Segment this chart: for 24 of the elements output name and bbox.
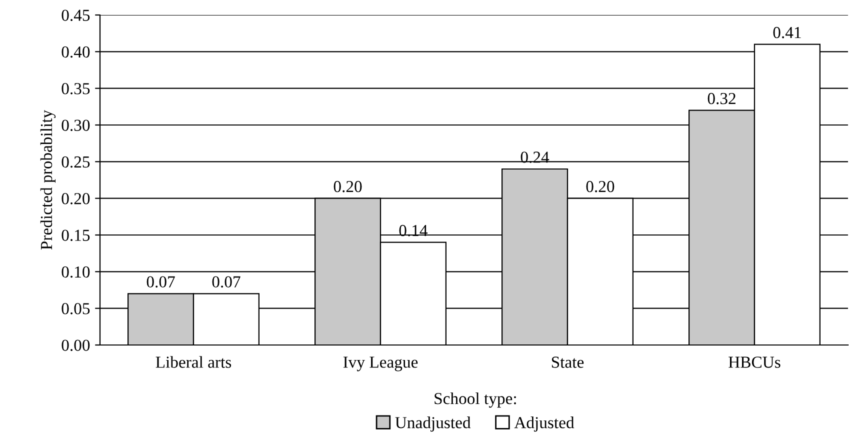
y-tick-label: 0.25: [62, 156, 90, 168]
legend-label: Adjusted: [514, 416, 574, 432]
y-tick-label: 0.15: [62, 230, 90, 242]
data-label: 0.07: [146, 276, 175, 288]
y-tick-label: 0.00: [62, 340, 90, 352]
y-tick-label: 0.35: [62, 83, 90, 94]
x-tick-label: HBCUs: [728, 356, 780, 368]
data-label: 0.20: [334, 180, 362, 192]
legend-label: Unadjusted: [395, 416, 471, 432]
data-label: 0.20: [586, 180, 614, 192]
y-tick-label: 0.45: [62, 10, 90, 22]
legend-title: School type:: [434, 392, 516, 408]
y-tick-label: 0.05: [62, 303, 90, 314]
y-tick-label: 0.20: [62, 193, 90, 204]
data-label: 0.07: [212, 276, 240, 288]
y-tick-label: 0.30: [62, 120, 90, 132]
y-axis-title: Predicted probability: [40, 110, 56, 250]
y-tick-label: 0.40: [62, 46, 90, 58]
data-label: 0.41: [773, 26, 801, 38]
x-tick-label: State: [552, 356, 584, 368]
y-tick-label: 0.10: [62, 266, 90, 278]
x-tick-label: Ivy League: [343, 356, 418, 372]
data-label: 0.32: [708, 92, 736, 104]
x-tick-label: Liberal arts: [156, 356, 232, 368]
